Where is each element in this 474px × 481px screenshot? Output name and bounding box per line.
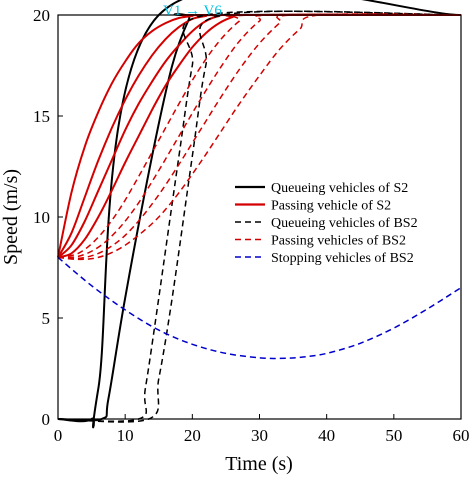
y-tick-label: 0 xyxy=(42,410,51,429)
x-tick-label: 30 xyxy=(251,426,268,445)
legend: Queueing vehicles of S2 Passing vehicle o… xyxy=(235,181,418,266)
legend-label: Queueing vehicles of S2 xyxy=(271,181,408,196)
x-tick-label: 10 xyxy=(117,426,134,445)
y-tick-label: 15 xyxy=(33,107,50,126)
y-tick-label: 20 xyxy=(33,6,50,25)
series-line-8 xyxy=(57,10,462,423)
legend-label: Passing vehicles of BS2 xyxy=(271,234,406,249)
series-line-10 xyxy=(57,13,462,259)
x-axis-ticks: 0 10 20 30 40 50 60 xyxy=(54,414,470,445)
plot-area-background xyxy=(58,15,461,419)
y-axis-ticks: 0 5 10 15 20 xyxy=(33,6,63,429)
series-line-9 xyxy=(57,13,462,259)
vehicle-order-label: V1 → V6 xyxy=(163,3,222,19)
x-tick-label: 50 xyxy=(385,426,402,445)
x-axis-title: Time (s) xyxy=(225,453,293,475)
legend-label: Stopping vehicles of BS2 xyxy=(271,251,414,266)
y-tick-label: 5 xyxy=(42,309,51,328)
x-tick-label: 60 xyxy=(453,426,470,445)
y-axis-title: Speed (m/s) xyxy=(0,169,22,265)
x-tick-label: 0 xyxy=(54,426,63,445)
series-line-13 xyxy=(57,256,462,360)
y-tick-label: 10 xyxy=(33,208,50,227)
series-line-12 xyxy=(57,13,462,261)
x-tick-label: 40 xyxy=(318,426,335,445)
x-tick-label: 20 xyxy=(184,426,201,445)
series-line-6 xyxy=(57,13,462,259)
series-line-11 xyxy=(57,13,462,260)
legend-label: Passing vehicle of S2 xyxy=(271,199,391,214)
legend-label: Queueing vehicles of BS2 xyxy=(271,216,418,231)
vehicle-order-annotation: V1 → V6 xyxy=(163,3,222,19)
